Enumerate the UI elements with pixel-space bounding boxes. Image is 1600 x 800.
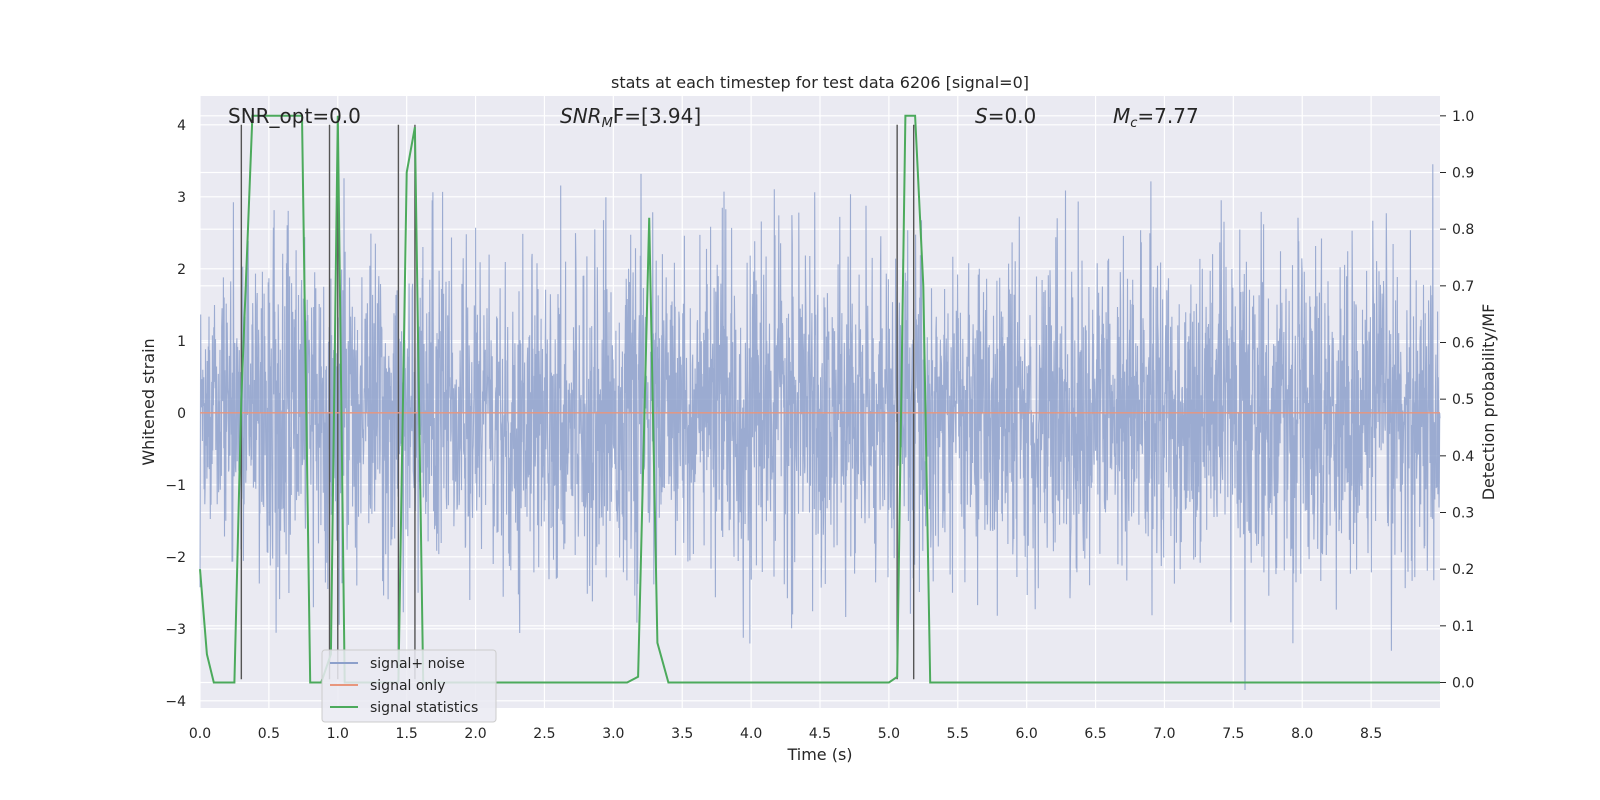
- chart-title: stats at each timestep for test data 620…: [611, 73, 1029, 92]
- legend: signal+ noise signal only signal statist…: [321, 649, 497, 723]
- annotation-mc: Mc=7.77: [1113, 104, 1199, 131]
- y-tick-label: −3: [165, 622, 186, 638]
- annotation-s: S=0.0: [975, 104, 1036, 128]
- noise-line: [199, 164, 1441, 691]
- y2-tick-label: 0.9: [1452, 166, 1474, 182]
- y2-axis-label: Detection probability/MF: [1479, 304, 1498, 501]
- y2-tick-label: 0.5: [1452, 392, 1474, 408]
- x-tick-label: 0.5: [258, 726, 280, 742]
- x-tick-label: 1.5: [396, 726, 418, 742]
- y-tick-label: 1: [177, 334, 186, 350]
- y2-tick-label: 0.2: [1452, 562, 1474, 578]
- y-tick-label: 4: [177, 118, 186, 134]
- y2-tick-label: 0.8: [1452, 222, 1474, 238]
- y-tick-label: 3: [177, 190, 186, 206]
- y2-tick-label: 0.7: [1452, 279, 1474, 295]
- legend-label-noise: signal+ noise: [370, 656, 465, 672]
- y-tick-label: −2: [165, 550, 186, 566]
- y-tick-label: 2: [177, 262, 186, 278]
- y-tick-label: −1: [165, 478, 186, 494]
- x-tick-label: 8.5: [1360, 726, 1382, 742]
- y2-tick-label: 0.4: [1452, 449, 1474, 465]
- y2-tick-label: 1.0: [1452, 109, 1474, 125]
- x-tick-label: 5.0: [878, 726, 900, 742]
- y-tick-label: 0: [177, 406, 186, 422]
- x-tick-label: 8.0: [1291, 726, 1313, 742]
- x-tick-label: 7.5: [1222, 726, 1244, 742]
- x-tick-label: 6.5: [1084, 726, 1106, 742]
- x-tick-label: 1.0: [327, 726, 349, 742]
- y2-tick-label: 0.3: [1452, 506, 1474, 522]
- x-tick-label: 3.5: [671, 726, 693, 742]
- x-tick-label: 4.5: [809, 726, 831, 742]
- legend-label-signal: signal only: [370, 678, 445, 694]
- vertical-markers: [240, 124, 915, 680]
- signal-statistics-series: [199, 114, 1440, 684]
- x-tick-label: 4.0: [740, 726, 762, 742]
- legend-label-stats: signal statistics: [370, 700, 478, 716]
- y-axis-label: Whitened strain: [139, 338, 158, 465]
- x-tick-label: 6.0: [1016, 726, 1038, 742]
- noise-series: [199, 164, 1441, 691]
- signal-statistics-line: [199, 114, 1440, 684]
- x-tick-label: 7.0: [1153, 726, 1175, 742]
- x-tick-label: 2.0: [464, 726, 486, 742]
- tick-labels: 0.0 0.5 1.0 1.5 2.0 2.5 3.0 3.5 4.0 4.5 5.0 5.5 6.0 6…: [165, 109, 1474, 742]
- x-axis-label: Time (s): [786, 745, 852, 764]
- y2-tick-label: 0.6: [1452, 336, 1474, 352]
- x-tick-label: 5.5: [947, 726, 969, 742]
- y2-tick-label: 0.1: [1452, 619, 1474, 635]
- x-tick-label: 3.0: [602, 726, 624, 742]
- legend-box: [321, 649, 497, 723]
- x-tick-label: 2.5: [533, 726, 555, 742]
- y-tick-label: −4: [165, 694, 186, 710]
- y2-tick-label: 0.0: [1452, 676, 1474, 692]
- annotation-snr-opt: SNR_opt=0.0: [228, 104, 361, 128]
- annotations: SNR_opt=0.0 SNRMF=[3.94] S=0.0 Mc=7.77: [228, 104, 1199, 131]
- annotation-snr-mf: SNRMF=[3.94]: [560, 104, 701, 131]
- x-tick-label: 0.0: [189, 726, 211, 742]
